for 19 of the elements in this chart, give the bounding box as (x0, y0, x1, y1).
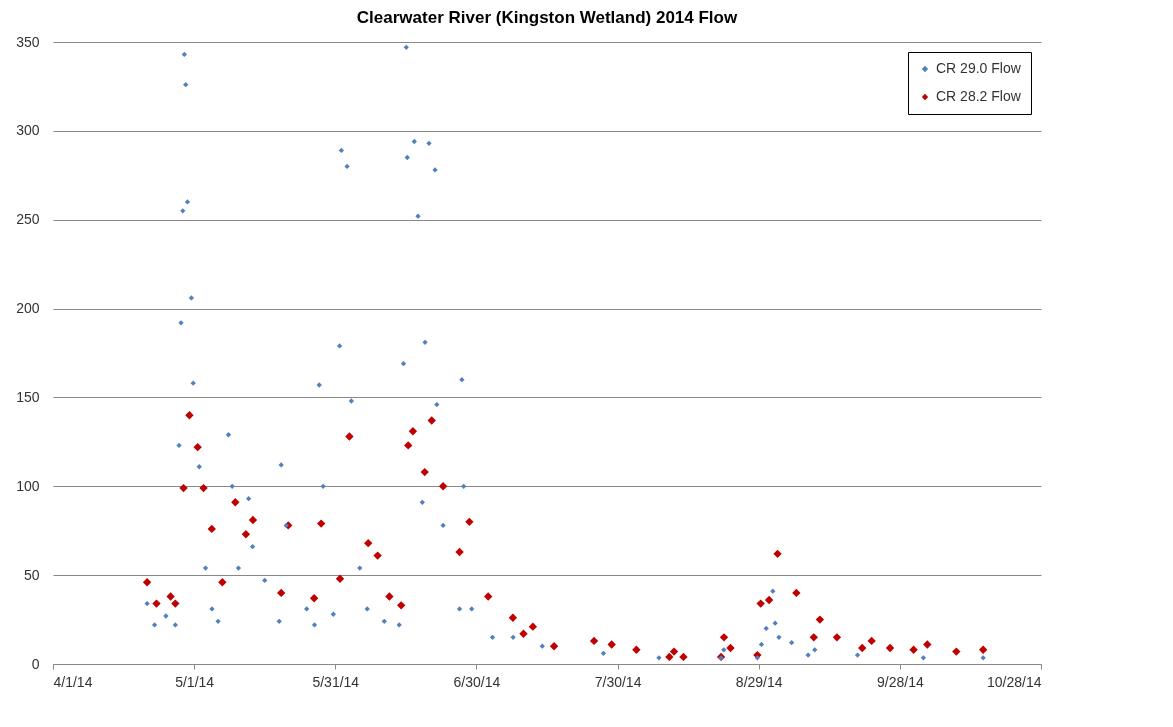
y-tick-label: 350 (16, 33, 40, 50)
x-tick-label: 9/28/14 (877, 673, 924, 690)
x-tick-label: 10/28/14 (987, 673, 1042, 690)
legend-label: CR 28.2 Flow (936, 88, 1022, 104)
x-tick-label: 7/30/14 (594, 673, 642, 690)
y-tick-label: 300 (16, 122, 40, 139)
y-tick-label: 100 (16, 477, 40, 494)
x-tick-label: 5/31/14 (312, 673, 360, 690)
y-tick-label: 250 (16, 211, 40, 228)
chart-title: Clearwater River (Kingston Wetland) 2014 Flow (356, 8, 738, 27)
x-tick-label: 4/1/14 (53, 673, 93, 690)
x-tick-label: 6/30/14 (453, 673, 501, 690)
y-tick-label: 50 (23, 566, 40, 583)
x-tick-label: 8/29/14 (735, 673, 783, 690)
y-tick-label: 0 (31, 655, 40, 672)
y-tick-label: 150 (16, 388, 40, 405)
legend-label: CR 29.0 Flow (936, 60, 1022, 76)
x-tick-label: 5/1/14 (175, 673, 215, 690)
y-tick-label: 200 (16, 300, 40, 317)
